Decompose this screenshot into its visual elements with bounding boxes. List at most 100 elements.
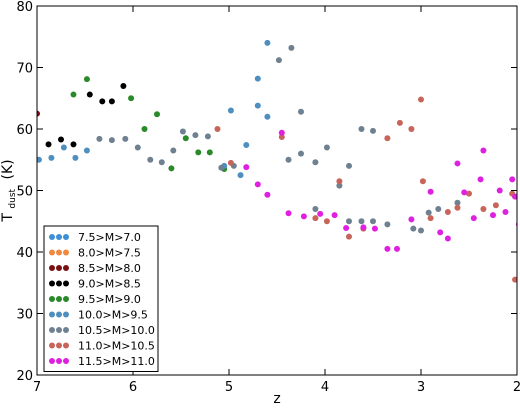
- data-point: [288, 44, 295, 51]
- data-point: [58, 136, 64, 143]
- data-point: [492, 202, 499, 209]
- data-point: [168, 165, 175, 172]
- data-point: [70, 91, 77, 98]
- data-point: [285, 156, 292, 163]
- data-point: [70, 141, 77, 148]
- data-point: [444, 209, 451, 216]
- data-point: [331, 212, 338, 219]
- legend-marker: [63, 296, 69, 302]
- data-point: [512, 276, 517, 283]
- data-point: [444, 235, 451, 242]
- y-axis-label-main: T: [0, 213, 16, 223]
- x-tick-label: 4: [321, 380, 329, 395]
- data-point: [154, 111, 160, 118]
- legend-marker: [63, 234, 69, 240]
- legend-marker: [49, 280, 55, 287]
- legend-marker: [56, 358, 62, 364]
- data-point: [454, 160, 461, 167]
- data-point: [170, 147, 177, 154]
- data-point: [264, 113, 271, 120]
- data-point: [358, 126, 365, 132]
- data-point: [346, 233, 352, 240]
- legend-marker: [49, 327, 55, 333]
- legend-label: 8.5>M>8.0: [78, 262, 141, 275]
- legend-marker: [63, 342, 69, 349]
- data-point: [470, 215, 477, 222]
- legend-marker: [56, 249, 62, 256]
- data-point: [480, 205, 487, 212]
- legend-label: 8.0>M>7.5: [78, 247, 141, 260]
- legend-marker: [63, 280, 69, 287]
- data-point: [83, 147, 90, 154]
- data-points: [37, 39, 517, 283]
- data-point: [419, 178, 426, 185]
- data-point: [496, 187, 503, 194]
- data-point: [108, 137, 115, 144]
- x-tick-label: 7: [33, 380, 41, 395]
- data-point: [371, 225, 378, 232]
- x-axis-label: z: [273, 391, 280, 407]
- legend-label: 11.0>M>10.5: [78, 340, 155, 353]
- data-point: [502, 209, 509, 216]
- data-point: [435, 205, 442, 212]
- data-point: [264, 39, 271, 46]
- legend-marker: [63, 249, 69, 256]
- data-point: [128, 95, 135, 102]
- data-point: [461, 189, 468, 196]
- data-point: [490, 212, 496, 219]
- y-axis-label-sub: dust: [8, 188, 18, 208]
- data-point: [120, 82, 127, 89]
- legend-marker: [63, 311, 69, 318]
- data-point: [384, 245, 391, 252]
- data-point: [147, 156, 154, 163]
- data-point: [37, 156, 42, 163]
- data-point: [418, 227, 424, 234]
- data-point: [480, 147, 487, 154]
- data-point: [122, 135, 129, 142]
- data-point: [83, 76, 90, 83]
- legend-marker: [49, 311, 55, 318]
- data-point: [336, 182, 343, 189]
- data-point: [323, 218, 330, 225]
- y-axis-label-unit: (K): [0, 159, 16, 179]
- data-point: [192, 132, 199, 139]
- data-point: [512, 193, 517, 200]
- y-tick-label: 60: [16, 123, 33, 138]
- data-point: [227, 159, 234, 166]
- data-point: [312, 215, 319, 222]
- legend-marker: [56, 311, 62, 318]
- data-point: [312, 159, 319, 166]
- legend-marker: [56, 280, 62, 287]
- y-tick-label: 20: [16, 369, 33, 384]
- data-point: [206, 149, 213, 156]
- y-tick-label: 30: [16, 308, 33, 323]
- data-point: [298, 150, 304, 157]
- legend-label: 9.5>M>9.0: [78, 293, 141, 306]
- legend-marker: [56, 265, 62, 271]
- data-point: [466, 190, 472, 197]
- data-point: [45, 141, 52, 148]
- data-point: [108, 98, 115, 105]
- data-point: [396, 119, 403, 126]
- y-tick-label: 70: [16, 62, 33, 77]
- y-tick-label: 80: [16, 0, 33, 15]
- data-point: [410, 225, 417, 232]
- data-point: [141, 126, 148, 132]
- legend-marker: [63, 327, 69, 333]
- legend-label: 11.5>M>11.0: [78, 355, 155, 368]
- data-point: [360, 224, 367, 231]
- data-point: [427, 188, 434, 195]
- data-point: [408, 216, 415, 223]
- data-point: [346, 218, 352, 225]
- data-point: [214, 126, 221, 132]
- data-point: [60, 144, 67, 151]
- data-point: [195, 149, 202, 156]
- data-point: [477, 176, 484, 183]
- legend-marker: [56, 327, 62, 333]
- data-point: [134, 144, 141, 151]
- data-point: [370, 127, 376, 134]
- data-point: [408, 126, 415, 132]
- data-point: [427, 215, 434, 222]
- legend-label: 7.5>M>7.0: [78, 231, 141, 244]
- x-tick-label: 3: [417, 380, 425, 395]
